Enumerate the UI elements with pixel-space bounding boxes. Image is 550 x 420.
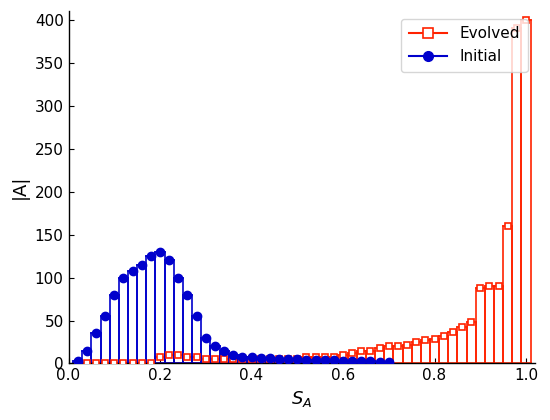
Legend: Evolved, Initial: Evolved, Initial	[402, 19, 527, 72]
Y-axis label: |A|: |A|	[11, 175, 29, 200]
X-axis label: $S_A$: $S_A$	[292, 389, 312, 409]
